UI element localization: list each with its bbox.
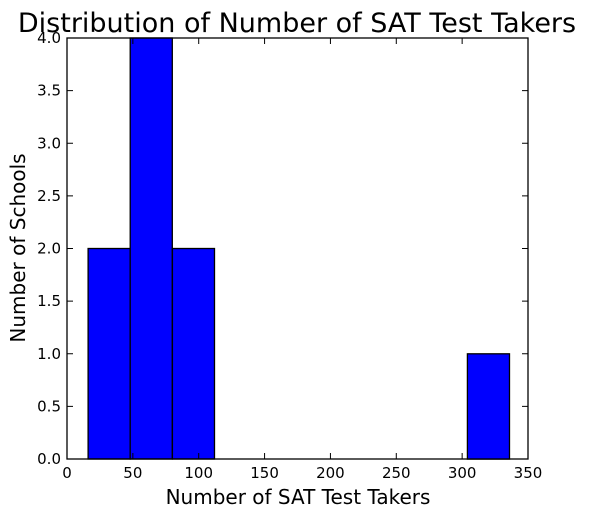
y-tick-label: 2.0 [37,240,61,258]
y-tick-label: 3.5 [37,82,61,100]
histogram-bar [466,353,511,460]
x-axis-label: Number of SAT Test Takers [166,485,431,509]
y-tick-label: 1.0 [37,345,61,363]
bars-group [87,37,511,460]
x-axis: 0 50 100 150 200 250 300 350 [62,38,542,482]
plot-frame [66,37,529,460]
y-tick-label: 3.0 [37,134,61,152]
y-tick-label: 4.0 [37,29,61,47]
y-tick-label: 0.5 [37,397,61,415]
chart-title: Distribution of Number of SAT Test Taker… [18,8,576,39]
histogram-bar [171,247,216,460]
y-axis-label: Number of Schools [6,153,30,342]
x-tick-label: 100 [184,464,213,482]
histogram-bar [129,37,173,460]
x-tick-label: 350 [514,464,543,482]
y-axis: 0.0 0.5 1.0 1.5 2.0 2.5 3.0 3.5 4.0 [37,29,528,468]
y-tick-label: 1.5 [37,292,61,310]
y-tick-label: 2.5 [37,187,61,205]
x-tick-label: 300 [448,464,477,482]
histogram-bar [87,247,131,460]
x-tick-label: 0 [62,464,72,482]
y-tick-label: 0.0 [37,450,61,468]
x-tick-label: 150 [250,464,279,482]
x-tick-label: 50 [123,464,142,482]
x-tick-label: 250 [382,464,411,482]
x-tick-label: 200 [316,464,345,482]
